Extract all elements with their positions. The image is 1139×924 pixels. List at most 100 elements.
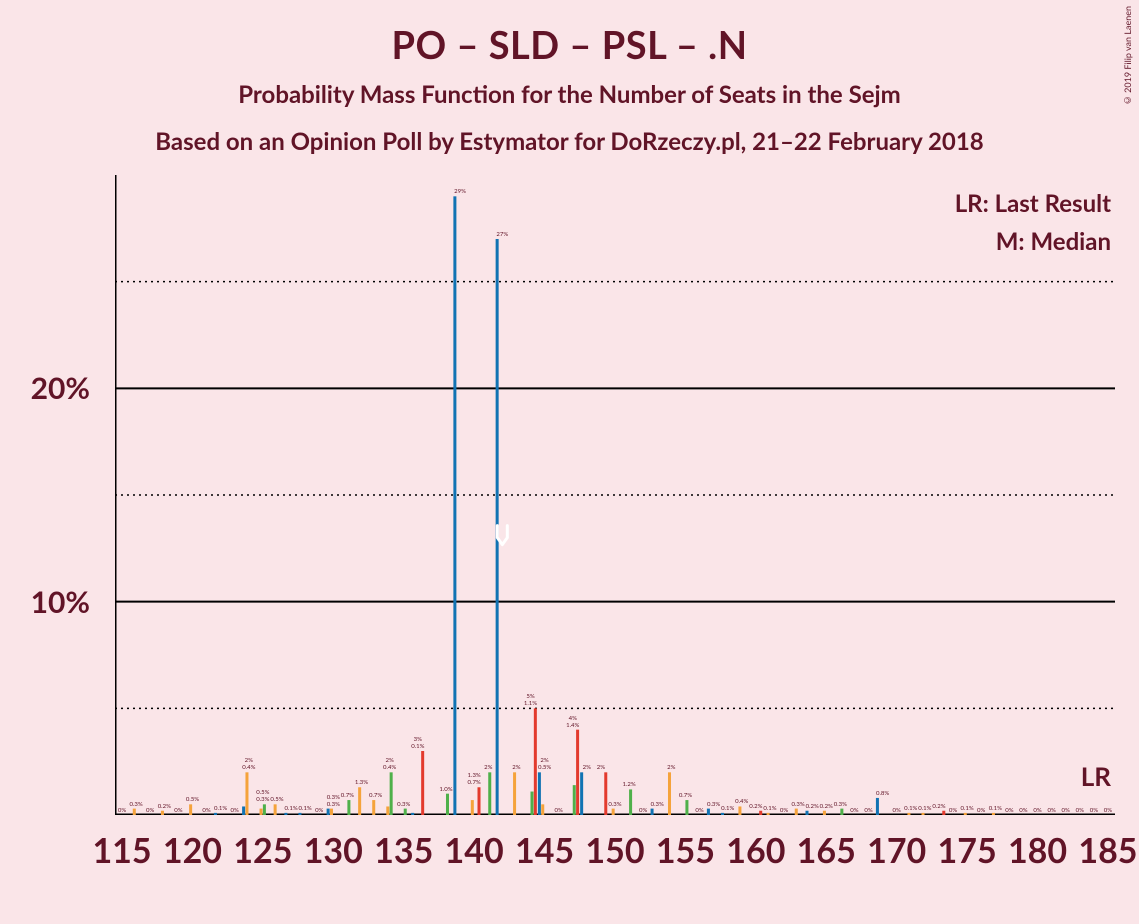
chart-caption: Based on an Opinion Poll by Estymator fo… (0, 127, 1139, 156)
bar-value-label: 0.3% (397, 801, 410, 808)
bar-value-label: 0.4% (242, 764, 255, 771)
bar-value-label: 0% (174, 807, 182, 814)
x-tick-label: 165 (797, 830, 856, 871)
bar-value-label: 2% (385, 757, 393, 764)
bar-value-label: 2% (484, 764, 492, 771)
bar-value-label: 0.1% (904, 805, 917, 812)
x-tick-label: 150 (585, 830, 644, 871)
x-tick-label: 175 (938, 830, 997, 871)
bar-value-label: 0.1% (961, 805, 974, 812)
bar-value-label: 2% (245, 757, 253, 764)
chart-subtitle: Probability Mass Function for the Number… (0, 80, 1139, 109)
bar-value-label: 0.3% (256, 796, 269, 803)
bar-value-label: 0.7% (468, 779, 481, 786)
bar-value-label: 0.2% (158, 803, 171, 810)
bar-value-label: 0.5% (270, 796, 283, 803)
bar-value-label: 2% (667, 764, 675, 771)
x-tick-label: 135 (374, 830, 433, 871)
copyright: © 2019 Filip van Laenen (1122, 6, 1133, 106)
bar-value-label: 0% (695, 807, 703, 814)
bar-value-label: 0.1% (214, 805, 227, 812)
bar-value-label: 27% (496, 231, 508, 238)
bar-value-label: 0.4% (735, 798, 748, 805)
bar-value-label: 0.4% (383, 764, 396, 771)
bar-value-label: 0% (1033, 807, 1041, 814)
bar-value-label: 0.5% (538, 764, 551, 771)
bar-value-label: 0% (1047, 807, 1055, 814)
bar-value-label: 0% (1076, 807, 1084, 814)
bar-value-label: 0.1% (918, 805, 931, 812)
bar-value-label: 0.1% (763, 805, 776, 812)
bar-value-label: 0.7% (679, 792, 692, 799)
bar-value-label: 0.2% (806, 803, 819, 810)
bar-value-label: 2% (540, 757, 548, 764)
bar-value-label: 0% (315, 807, 323, 814)
bar-value-label: 0% (1090, 807, 1098, 814)
bar-value-label: 3% (414, 736, 422, 743)
bar-value-label: 0% (850, 807, 858, 814)
bar-value-label: 0.7% (369, 792, 382, 799)
bar-value-label: 0.7% (341, 792, 354, 799)
bar-value-label: 0.3% (651, 801, 664, 808)
bar-value-label: 1.2% (622, 781, 635, 788)
y-tick-label: 20% (0, 370, 90, 406)
x-axis-labels: 1151201251301351401451501551601651701751… (115, 830, 1115, 880)
bar-value-label: 0.1% (411, 743, 424, 750)
bar-value-label: 0% (118, 807, 126, 814)
bar-value-label: 0.8% (876, 790, 889, 797)
bar-value-label: 0% (555, 807, 563, 814)
bar-value-label: 0.1% (989, 805, 1002, 812)
bar-value-label: 0% (146, 807, 154, 814)
bar-value-label: 5% (526, 693, 534, 700)
bar-value-label: 0% (893, 807, 901, 814)
bar-value-label: 0% (864, 807, 872, 814)
bar-value-label: 0% (977, 807, 985, 814)
bar-value-label: 1.3% (468, 772, 481, 779)
x-tick-label: 115 (92, 830, 151, 871)
bar-value-label: 0% (202, 807, 210, 814)
bar-value-label: 2% (597, 764, 605, 771)
bar-value-label: 0.2% (820, 803, 833, 810)
bar-value-label: 0.1% (299, 805, 312, 812)
x-tick-label: 130 (304, 830, 363, 871)
chart-title: PO – SLD – PSL – .N (0, 0, 1139, 68)
bar-value-label: 0.5% (186, 796, 199, 803)
bar-value-label: 0.5% (256, 789, 269, 796)
bar-value-label: 0.1% (284, 805, 297, 812)
bar-value-label: 0.3% (792, 801, 805, 808)
x-tick-label: 180 (1008, 830, 1067, 871)
x-tick-label: 125 (233, 830, 292, 871)
bar-value-label: 4% (569, 715, 577, 722)
bar-value-label: 0% (949, 807, 957, 814)
bar-value-label: 1.4% (566, 722, 579, 729)
bar-value-label: 2% (583, 764, 591, 771)
x-tick-label: 140 (445, 830, 504, 871)
x-tick-label: 120 (163, 830, 222, 871)
bar-value-label: 0% (1019, 807, 1027, 814)
bar-value-label: 1.1% (524, 700, 537, 707)
bar-value-label: 29% (454, 188, 466, 195)
bar-value-label: 0.2% (749, 803, 762, 810)
bar-value-label: 0.3% (130, 801, 143, 808)
bar-value-label: 1.0% (439, 786, 452, 793)
bar-value-label: 0% (780, 807, 788, 814)
bar-value-label: 2% (512, 764, 520, 771)
bar-value-label: 0% (1104, 807, 1112, 814)
plot-svg (115, 175, 1115, 815)
bar-value-label: 0% (1062, 807, 1070, 814)
bar-value-label: 0.3% (327, 794, 340, 801)
bar-value-label: 0% (639, 807, 647, 814)
x-tick-label: 185 (1078, 830, 1137, 871)
x-tick-label: 155 (656, 830, 715, 871)
bar-value-label: 0.3% (608, 801, 621, 808)
bar-value-label: 1.3% (355, 779, 368, 786)
x-tick-label: 170 (867, 830, 926, 871)
bar-value-label: 0% (1005, 807, 1013, 814)
bar-value-label: 0.3% (327, 801, 340, 808)
bar-value-label: 0% (231, 807, 239, 814)
bar-value-label: 0.3% (834, 801, 847, 808)
bar-value-label: 0.1% (721, 805, 734, 812)
x-tick-label: 145 (515, 830, 574, 871)
chart-area (115, 175, 1115, 815)
bar-value-label: 0.2% (932, 803, 945, 810)
